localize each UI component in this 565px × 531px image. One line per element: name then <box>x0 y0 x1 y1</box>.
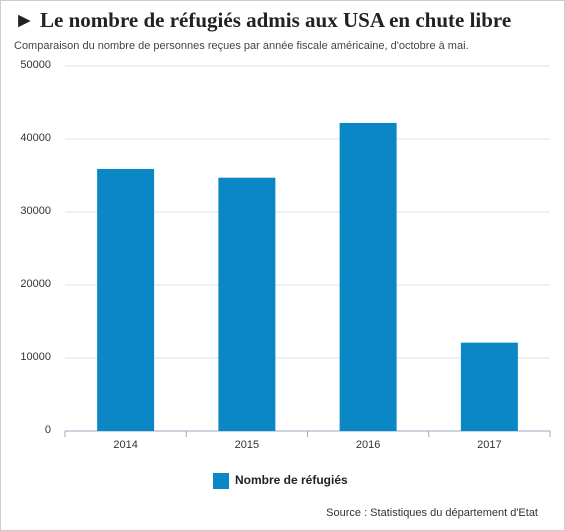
source: Source : Statistiques du département d'E… <box>326 507 538 519</box>
chart-title: ► Le nombre de réfugiés admis aux USA en… <box>14 8 511 32</box>
legend-swatch <box>213 473 229 489</box>
y-tick-label: 10000 <box>20 351 51 363</box>
x-tick-label: 2015 <box>235 439 259 451</box>
x-tick-label: 2017 <box>477 439 501 451</box>
x-tick-label: 2014 <box>113 439 137 451</box>
chart-subtitle: Comparaison du nombre de personnes reçue… <box>14 40 469 52</box>
legend-label: Nombre de réfugiés <box>235 473 348 487</box>
bar <box>218 177 276 431</box>
y-tick-label: 30000 <box>20 205 51 217</box>
bar <box>460 342 518 431</box>
y-tick-label: 20000 <box>20 278 51 290</box>
y-tick-label: 40000 <box>20 132 51 144</box>
y-tick-label: 0 <box>45 424 51 436</box>
x-tick-label: 2016 <box>356 439 380 451</box>
bar <box>339 122 397 431</box>
y-tick-label: 50000 <box>20 59 51 71</box>
bar <box>97 168 155 431</box>
